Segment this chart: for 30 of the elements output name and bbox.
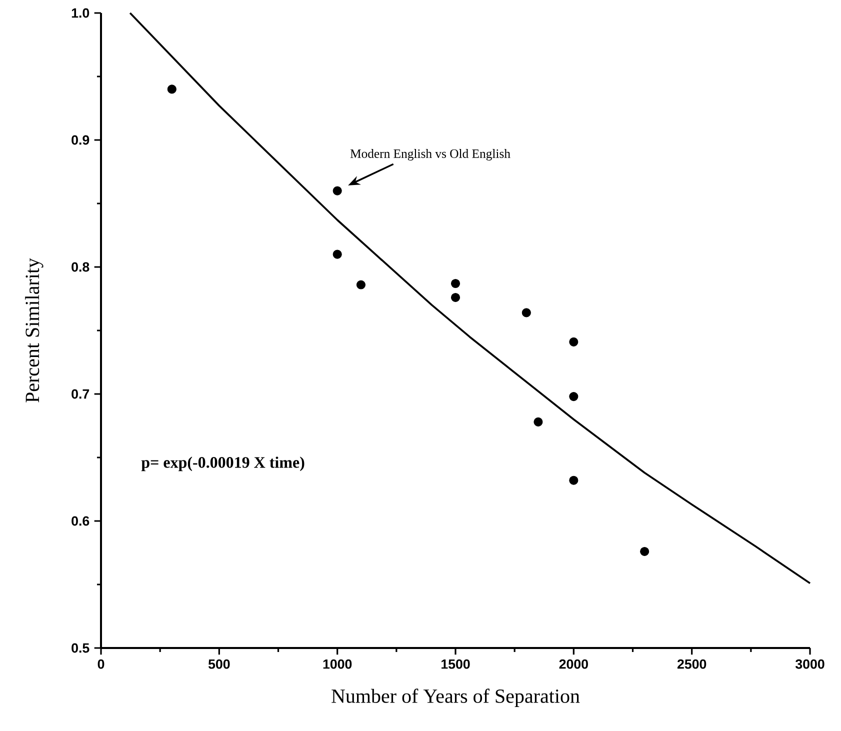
y-tick-label: 0.5 [72,643,90,653]
annotation: Modern English vs Old English [350,149,510,161]
x-tick-label: 2500 [677,659,706,669]
point [569,476,578,485]
point [522,308,531,318]
point [167,84,176,94]
point [569,337,578,346]
line-series [129,12,811,584]
x-tick-label: 1500 [442,659,470,669]
y-tick-label: 0.7 [72,389,90,399]
x-tick-label: 1000 [323,659,352,669]
point [534,417,543,426]
point [640,546,650,556]
x-tick-label: 500 [208,659,230,669]
point [569,392,578,402]
x-tick-label: 0 [98,659,104,669]
x-axis-title: Number of Years of Separation [332,688,580,708]
y-tick-label: 1.0 [72,8,90,18]
x-tick-label: 3000 [795,659,824,669]
y-tick-label: 0.9 [72,135,90,145]
y-tick-label: 0.8 [72,262,90,272]
point [332,186,342,196]
x-tick-label: 2000 [559,659,588,669]
point [450,292,460,302]
point [450,278,460,288]
y-axis-title: Percent Similarity [25,258,44,402]
annotation: p= exp(-0.00019 X time) [141,456,304,472]
point [356,280,366,290]
point [332,250,342,259]
y-tick-label: 0.6 [72,516,90,526]
